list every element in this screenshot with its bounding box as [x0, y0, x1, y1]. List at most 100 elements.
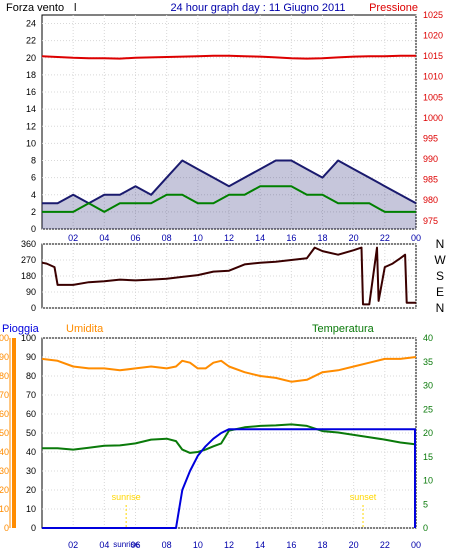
wind-tick-24: 24	[26, 19, 36, 29]
humidity-tick-90: 90	[26, 352, 36, 362]
wind-tick-12: 12	[26, 121, 36, 131]
pressure-tick-985: 985	[423, 175, 438, 185]
x-tick-1-00: 00	[411, 540, 421, 550]
rain-tick-10: 10	[0, 504, 9, 514]
x-tick-1-16: 16	[286, 540, 296, 550]
x-tick-1-22: 22	[380, 540, 390, 550]
pressure-tick-990: 990	[423, 154, 438, 164]
x-tick-1-02: 02	[68, 540, 78, 550]
temp-tick-30: 30	[423, 381, 433, 391]
pressure-tick-1015: 1015	[423, 51, 443, 61]
wind-tick-0: 0	[31, 224, 36, 234]
x-tick-1-10: 10	[193, 540, 203, 550]
x-tick-1-12: 12	[224, 540, 234, 550]
temp-tick-10: 10	[423, 476, 433, 486]
temp-tick-5: 5	[423, 499, 428, 509]
temp-tick-25: 25	[423, 404, 433, 414]
x-tick-1-20: 20	[349, 540, 359, 550]
dir-label-3: E	[436, 285, 444, 299]
sunrise-label: sunrise	[112, 492, 141, 502]
pressure-line	[41, 54, 416, 60]
pressure-tick-1020: 1020	[423, 31, 443, 41]
humidity-tick-30: 30	[26, 466, 36, 476]
humidity-line	[41, 356, 417, 383]
x-tick-0-14: 14	[255, 233, 265, 243]
rain-line	[42, 428, 416, 529]
wind-title-suffix: l	[74, 2, 76, 14]
dir-label-1: W	[434, 253, 446, 267]
chart-title: 24 hour graph day : 11 Giugno 2011	[170, 2, 345, 14]
humidity-tick-10: 10	[26, 504, 36, 514]
humidity-tick-70: 70	[26, 390, 36, 400]
grid-lines	[42, 15, 417, 529]
pressure-tick-1010: 1010	[423, 72, 443, 82]
wind-tick-10: 10	[26, 138, 36, 148]
temperature-label: Temperatura	[312, 323, 375, 335]
pressure-tick-995: 995	[423, 133, 438, 143]
pressure-tick-1000: 1000	[423, 113, 443, 123]
dir-tick-0: 0	[31, 303, 36, 313]
temp-tick-15: 15	[423, 452, 433, 462]
x-tick-1-08: 08	[162, 540, 172, 550]
temp-tick-35: 35	[423, 357, 433, 367]
x-tick-0-04: 04	[99, 233, 109, 243]
rain-tick-30: 30	[0, 466, 9, 476]
humidity-tick-20: 20	[26, 485, 36, 495]
x-tick-0-16: 16	[286, 233, 296, 243]
dir-tick-360: 360	[21, 239, 36, 249]
sunrise-axis-label: sunrise	[113, 540, 139, 549]
x-tick-0-02: 02	[68, 233, 78, 243]
humidity-tick-60: 60	[26, 409, 36, 419]
x-tick-1-18: 18	[317, 540, 327, 550]
wind-tick-14: 14	[26, 104, 36, 114]
pressure-title: Pressione	[369, 2, 418, 14]
direction-line	[41, 246, 416, 306]
dir-label-4: N	[436, 301, 445, 315]
rain-tick-40: 40	[0, 447, 9, 457]
humidity-tick-100: 100	[21, 333, 36, 343]
chart-marks	[9, 54, 417, 529]
temp-tick-40: 40	[423, 333, 433, 343]
humidity-tick-50: 50	[26, 428, 36, 438]
dir-tick-90: 90	[26, 287, 36, 297]
x-tick-0-10: 10	[193, 233, 203, 243]
humidity-label: Umidita	[66, 323, 104, 335]
dir-tick-180: 180	[21, 271, 36, 281]
rain-label: Pioggia	[2, 323, 40, 335]
rain-tick-50: 50	[0, 428, 9, 438]
x-tick-0-12: 12	[224, 233, 234, 243]
rain-tick-90: 90	[0, 352, 9, 362]
humidity-tick-80: 80	[26, 371, 36, 381]
wind-tick-4: 4	[31, 190, 36, 200]
dir-label-0: N	[436, 237, 445, 251]
wind-tick-22: 22	[26, 36, 36, 46]
x-tick-0-18: 18	[317, 233, 327, 243]
rain-tick-0: 0	[4, 523, 9, 533]
x-tick-1-04: 04	[99, 540, 109, 550]
rain-tick-20: 20	[0, 485, 9, 495]
dir-label-2: S	[436, 269, 444, 283]
wind-avg-line	[42, 185, 416, 213]
temperature-line	[42, 423, 417, 454]
rain-tick-70: 70	[0, 390, 9, 400]
pressure-tick-980: 980	[423, 195, 438, 205]
pressure-tick-1005: 1005	[423, 92, 443, 102]
x-tick-0-08: 08	[162, 233, 172, 243]
x-tick-0-06: 06	[130, 233, 140, 243]
x-tick-1-06: 06	[130, 540, 140, 550]
x-tick-0-22: 22	[380, 233, 390, 243]
x-tick-0-00: 00	[411, 233, 421, 243]
sunset-label: sunset	[350, 492, 377, 502]
wind-tick-8: 8	[31, 156, 36, 166]
temp-tick-0: 0	[423, 523, 428, 533]
pressure-tick-975: 975	[423, 216, 438, 226]
humidity-tick-0: 0	[31, 523, 36, 533]
dir-tick-270: 270	[21, 255, 36, 265]
x-tick-0-20: 20	[349, 233, 359, 243]
wind-tick-18: 18	[26, 70, 36, 80]
rain-tick-80: 80	[0, 371, 9, 381]
rain-axis-bar	[12, 338, 16, 528]
rain-tick-100: 100	[0, 333, 9, 343]
